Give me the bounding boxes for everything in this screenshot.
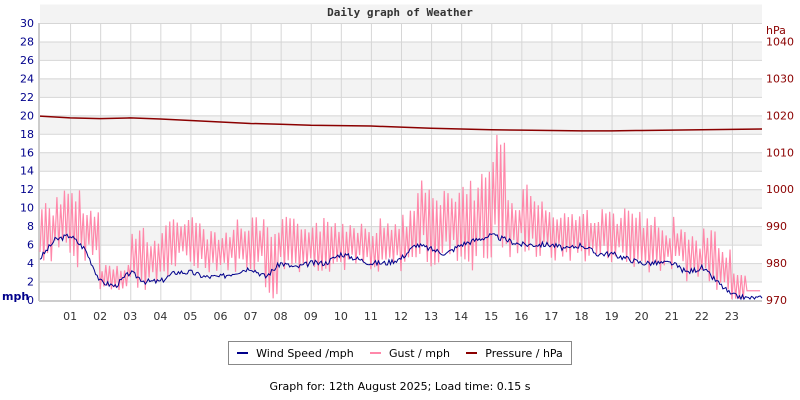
legend-label-wind: Wind Speed /mph [256, 346, 354, 360]
x-tick-label: 05 [183, 310, 197, 323]
left-tick-label: 30 [20, 17, 34, 30]
x-tick-label: 06 [214, 310, 228, 323]
x-tick-label: 09 [304, 310, 318, 323]
x-tick-label: 04 [153, 310, 167, 323]
grid-band [40, 4, 762, 24]
gust-swatch [370, 352, 382, 354]
right-tick-label: 990 [766, 220, 787, 233]
footer-info: Graph for: 12th August 2025; Load time: … [269, 380, 531, 393]
left-tick-label: 22 [20, 91, 34, 104]
right-tick-label: 970 [766, 294, 787, 307]
right-tick-label: 1000 [766, 183, 794, 196]
left-tick-label: 14 [20, 165, 34, 178]
left-tick-label: 2 [27, 276, 34, 289]
right-tick-label: 1030 [766, 72, 794, 85]
x-tick-label: 18 [575, 310, 589, 323]
x-tick-label: 15 [484, 310, 498, 323]
left-tick-label: 28 [20, 35, 34, 48]
left-tick-label: 12 [20, 183, 34, 196]
gust-series-line [39, 134, 761, 300]
x-tick-label: 14 [454, 310, 468, 323]
legend-item-gust: Gust / mph [370, 347, 450, 360]
legend-label-pressure: Pressure / hPa [485, 346, 563, 360]
x-tick-label: 20 [635, 310, 649, 323]
wind-speed-series-line [39, 233, 763, 301]
right-tick-label: 1040 [766, 35, 794, 48]
legend-item-pressure: Pressure / hPa [466, 347, 563, 360]
left-tick-label: 16 [20, 146, 34, 159]
x-tick-label: 02 [93, 310, 107, 323]
left-tick-label: 10 [20, 202, 34, 215]
x-tick-label: 23 [725, 310, 739, 323]
legend: Wind Speed /mph Gust / mph Pressure / hP… [228, 341, 572, 365]
pressure-series-line [39, 115, 763, 132]
left-tick-label: 8 [27, 220, 34, 233]
wind-swatch [237, 352, 249, 354]
x-tick-label: 13 [424, 310, 438, 323]
chart-title: Daily graph of Weather [327, 6, 473, 19]
legend-label-gust: Gust / mph [389, 346, 450, 360]
left-tick-label: 20 [20, 109, 34, 122]
legend-item-wind: Wind Speed /mph [237, 347, 354, 360]
x-tick-label: 08 [274, 310, 288, 323]
x-tick-label: 10 [334, 310, 348, 323]
left-tick-label: 26 [20, 54, 34, 67]
right-tick-label: 1020 [766, 109, 794, 122]
left-tick-label: 0 [27, 294, 34, 307]
x-tick-label: 12 [394, 310, 408, 323]
left-axis-label: mph [2, 290, 29, 303]
left-tick-label: 4 [27, 257, 34, 270]
right-tick-label: 980 [766, 257, 787, 270]
x-tick-label: 17 [544, 310, 558, 323]
x-tick-label: 07 [244, 310, 258, 323]
x-tick-label: 21 [665, 310, 679, 323]
right-axis-label: hPa [766, 24, 786, 37]
right-tick-label: 1010 [766, 146, 794, 159]
pressure-swatch [466, 352, 478, 354]
x-tick-label: 16 [514, 310, 528, 323]
x-tick-label: 22 [695, 310, 709, 323]
left-tick-label: 24 [20, 72, 34, 85]
x-tick-label: 19 [605, 310, 619, 323]
x-tick-label: 11 [364, 310, 378, 323]
left-tick-label: 6 [27, 239, 34, 252]
x-tick-label: 01 [63, 310, 77, 323]
x-tick-label: 03 [123, 310, 137, 323]
left-tick-label: 18 [20, 128, 34, 141]
